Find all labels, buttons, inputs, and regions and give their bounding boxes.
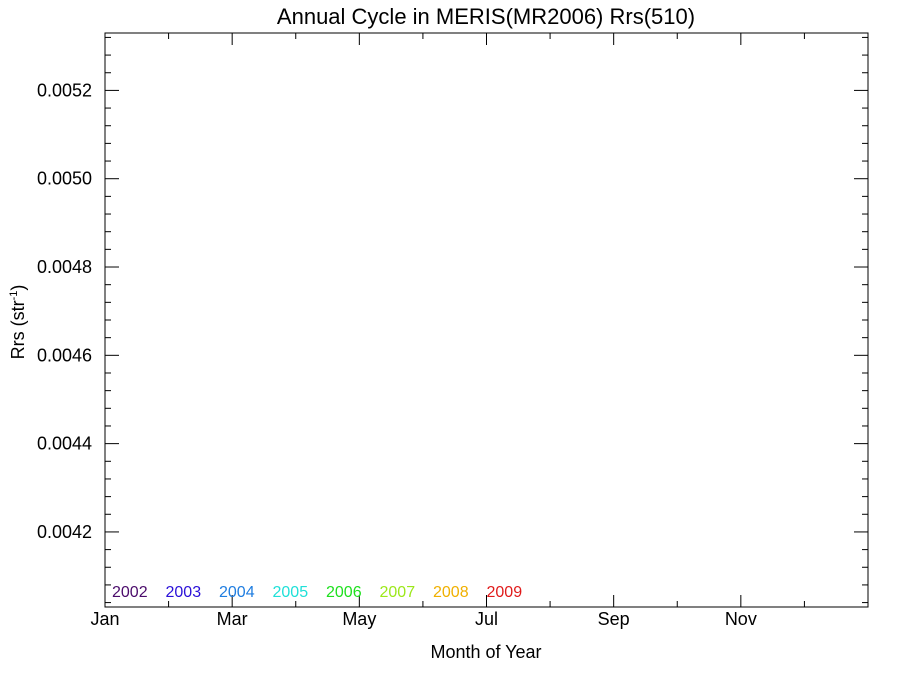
y-tick-label: 0.0042 [37,522,92,542]
legend-item-2007: 2007 [380,584,416,601]
legend-item-2002: 2002 [112,584,148,601]
chart-title: Annual Cycle in MERIS(MR2006) Rrs(510) [277,4,695,29]
legend-item-2009: 2009 [487,584,523,601]
y-axis-label-main: Rrs (str [8,300,28,359]
legend-item-2003: 2003 [166,584,202,601]
x-tick-label: Jul [475,609,498,629]
x-tick-label: Mar [217,609,248,629]
x-tick-label: May [342,609,376,629]
legend-item-2006: 2006 [326,584,362,601]
legend-item-2004: 2004 [219,584,255,601]
x-tick-label: Nov [725,609,757,629]
axis-ticks [104,33,868,607]
y-axis-label: Rrs (str-1) [8,285,28,360]
y-tick-label: 0.0044 [37,434,92,454]
y-tick-label: 0.0052 [37,80,92,100]
plot-frame [104,32,869,608]
x-tick-label: Sep [598,609,630,629]
y-tick-labels: 0.0042 0.0044 0.0046 0.0048 0.0050 0.0052 [37,80,92,542]
x-tick-label: Jan [90,609,119,629]
y-tick-label: 0.0048 [37,257,92,277]
legend: 2002 2003 2004 2005 2006 2007 2008 2009 [112,584,522,601]
y-tick-label: 0.0050 [37,169,92,189]
legend-item-2005: 2005 [273,584,309,601]
x-axis-label: Month of Year [430,642,541,662]
legend-item-2008: 2008 [433,584,469,601]
x-tick-labels: Jan Mar May Jul Sep Nov [90,609,756,629]
y-tick-label: 0.0046 [37,345,92,365]
y-axis-label-superscript: -1 [8,291,20,301]
y-axis-label-close: ) [8,285,28,291]
